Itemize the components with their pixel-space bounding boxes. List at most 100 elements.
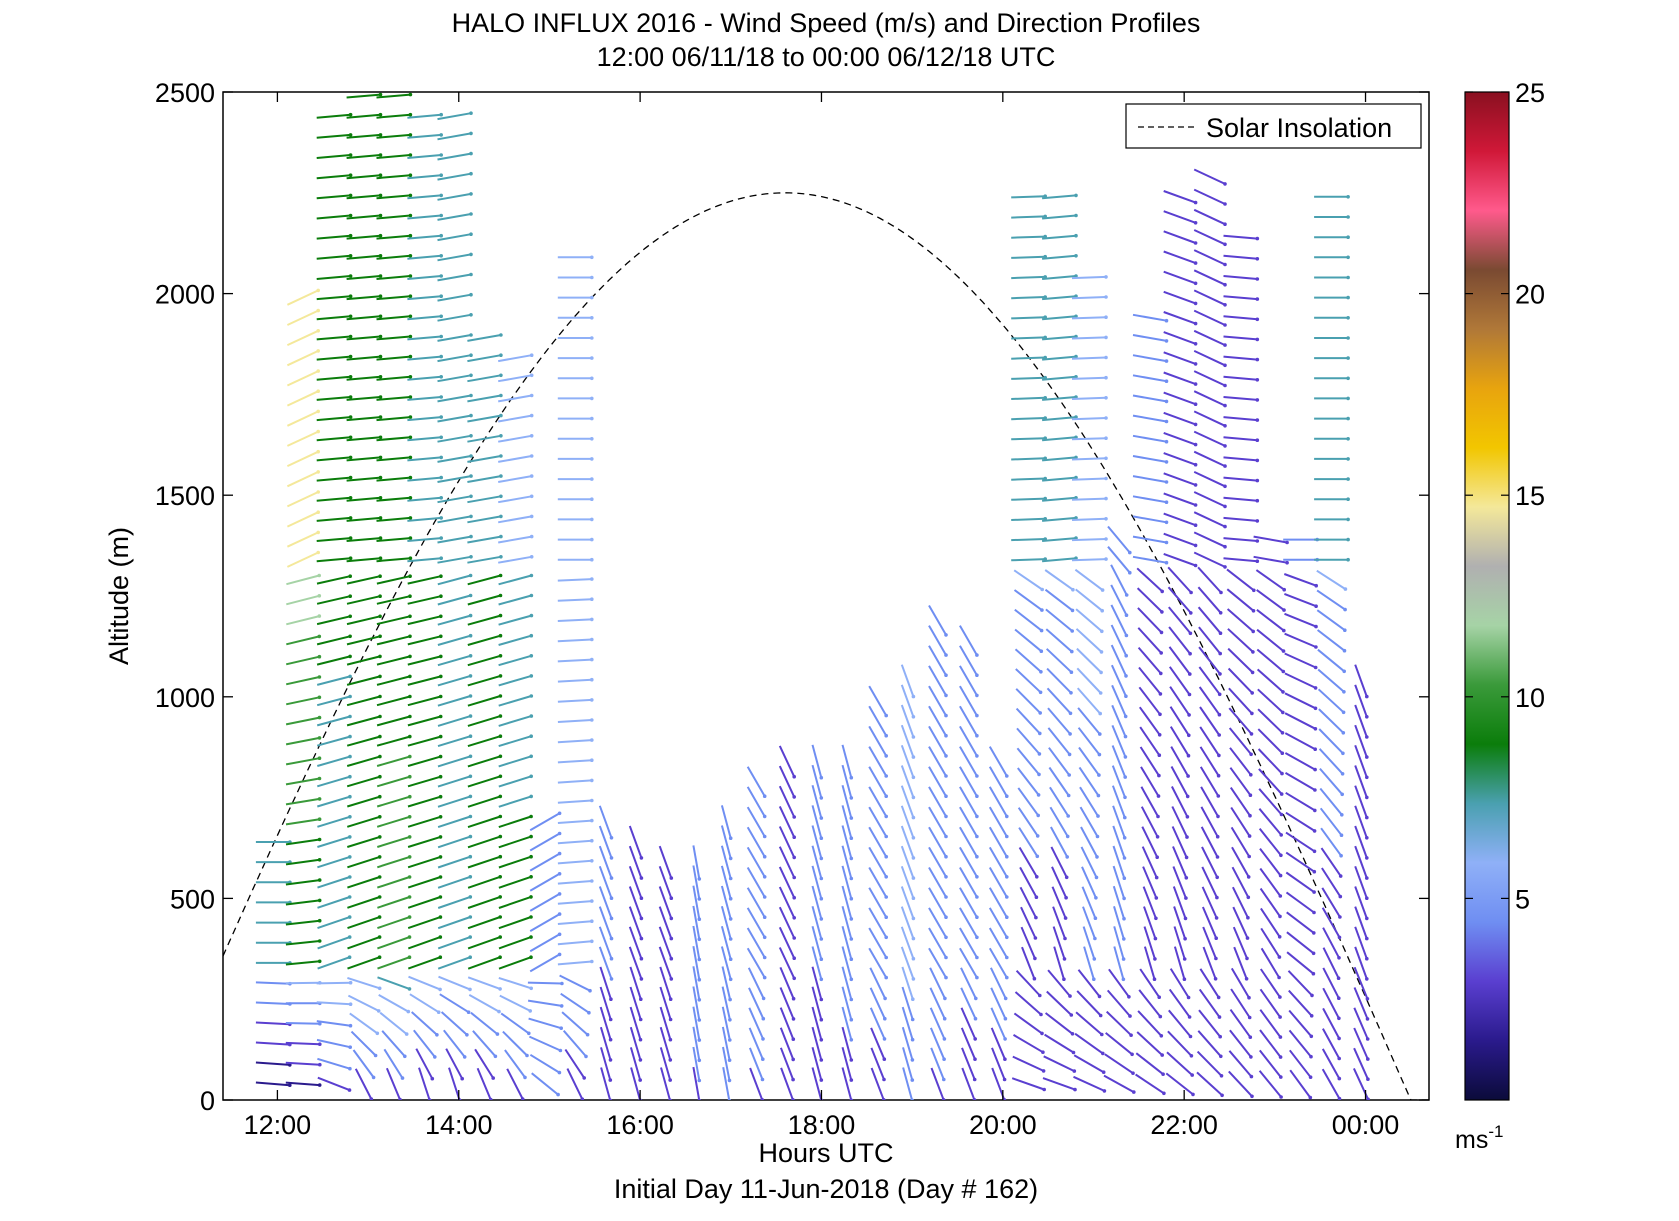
wind-arrow-head (409, 355, 413, 359)
wind-arrow-head (1346, 538, 1350, 542)
wind-arrow-head (1188, 672, 1192, 676)
wind-arrow-head (590, 718, 594, 722)
wind-arrow-head (943, 1017, 947, 1021)
wind-arrow-head (499, 495, 503, 499)
plot-area (223, 92, 1429, 1100)
wind-arrow-head (1278, 1015, 1282, 1019)
wind-arrow-head (1248, 814, 1252, 818)
wind-arrow-head (1365, 695, 1369, 699)
wind-arrow-head (1256, 479, 1260, 483)
wind-arrow-head (469, 374, 473, 378)
wind-arrow-head (379, 194, 383, 198)
wind-arrow-head (1042, 1088, 1046, 1092)
wind-arrow-head (1159, 692, 1163, 696)
wind-arrow-head (1194, 423, 1198, 427)
wind-arrow-head (763, 956, 767, 960)
wind-arrow-head (558, 872, 562, 876)
wind-arrow-head (850, 978, 854, 982)
wind-arrow-head (439, 456, 443, 460)
wind-arrow-head (469, 232, 473, 236)
wind-arrow-head (1003, 1037, 1007, 1041)
wind-arrow-head (1039, 691, 1043, 695)
wind-arrow-head (942, 1057, 946, 1061)
wind-arrow-head (609, 997, 613, 1001)
wind-arrow-head (639, 1018, 643, 1022)
wind-arrow-head (1184, 896, 1188, 900)
wind-arrow-head (349, 133, 353, 137)
wind-arrow-head (884, 734, 888, 738)
wind-arrow-head (499, 515, 503, 519)
wind-arrow-head (439, 375, 443, 379)
wind-arrow-head (1165, 379, 1169, 383)
wind-arrow-head (1217, 774, 1221, 778)
wind-arrow-head (884, 754, 888, 758)
wind-arrow-head (527, 1032, 531, 1036)
wind-arrow-head (1223, 404, 1227, 408)
wind-arrow-head (409, 436, 413, 440)
wind-arrow-head (1165, 319, 1169, 323)
wind-arrow-head (409, 234, 413, 238)
wind-arrow-head (379, 133, 383, 137)
wind-arrow-head (499, 674, 503, 678)
wind-arrow-head (1252, 609, 1256, 613)
wind-arrow-head (494, 1055, 498, 1059)
wind-arrow-head (1282, 670, 1286, 674)
wind-arrow-head (1068, 732, 1072, 736)
wind-arrow-head (1033, 957, 1037, 961)
colorbar-tick-label: 20 (1515, 280, 1545, 310)
wind-arrow-head (1160, 1053, 1164, 1057)
wind-arrow-head (1313, 788, 1317, 792)
wind-arrow-head (792, 956, 796, 960)
wind-arrow-head (912, 937, 916, 941)
wind-arrow-head (1188, 652, 1192, 656)
wind-arrow-head (590, 638, 594, 642)
wind-arrow-head (1187, 734, 1191, 738)
wind-arrow-head (944, 915, 948, 919)
wind-arrow-head (558, 953, 562, 957)
wind-arrow-head (1249, 793, 1253, 797)
wind-arrow-head (439, 655, 443, 659)
wind-arrow-head (409, 93, 413, 97)
wind-arrow-head (1062, 977, 1066, 981)
wind-arrow-head (1038, 732, 1042, 736)
legend: Solar Insolation (1126, 104, 1421, 148)
wind-arrow-head (1285, 561, 1289, 565)
wind-arrow-head (1165, 500, 1169, 504)
wind-arrow-head (912, 796, 916, 800)
wind-arrow-head (469, 574, 473, 578)
wind-arrow-head (1339, 874, 1343, 878)
wind-arrow-head (763, 835, 767, 839)
wind-arrow-head (349, 516, 353, 520)
wind-arrow-head (1037, 793, 1041, 797)
wind-arrow-head (378, 775, 382, 779)
wind-arrow-head (468, 955, 472, 959)
wind-arrow-head (820, 796, 824, 800)
wind-arrow-head (1346, 235, 1350, 239)
wind-arrow-head (1223, 243, 1227, 247)
wind-arrow-head (1279, 1095, 1283, 1099)
wind-arrow-head (1124, 735, 1128, 739)
wind-arrow-head (408, 935, 412, 939)
wind-arrow-head (1104, 376, 1108, 380)
wind-arrow-head (316, 490, 320, 494)
wind-arrow-head (1104, 315, 1108, 319)
wind-arrow-head (469, 634, 473, 638)
wind-arrow-head (409, 536, 413, 540)
wind-arrow-head (912, 715, 916, 719)
wind-arrow-head (1069, 712, 1073, 716)
wind-arrow-head (439, 254, 443, 258)
wind-arrow-shaft (1011, 337, 1045, 338)
wind-arrow-head (1249, 1035, 1253, 1039)
colorbar-tick-label: 5 (1515, 884, 1530, 914)
wind-arrow-head (1066, 835, 1070, 839)
wind-arrow-head (499, 755, 503, 759)
wind-arrow-head (1125, 634, 1129, 638)
wind-arrow-head (379, 234, 383, 238)
wind-arrow-head (1104, 436, 1108, 440)
wind-arrow-head (1346, 316, 1350, 320)
wind-arrow-head (698, 1018, 702, 1022)
wind-arrow-head (791, 1078, 795, 1082)
wind-arrow-head (1223, 263, 1227, 267)
wind-arrow-head (1279, 1075, 1283, 1079)
wind-arrow-head (348, 594, 352, 598)
